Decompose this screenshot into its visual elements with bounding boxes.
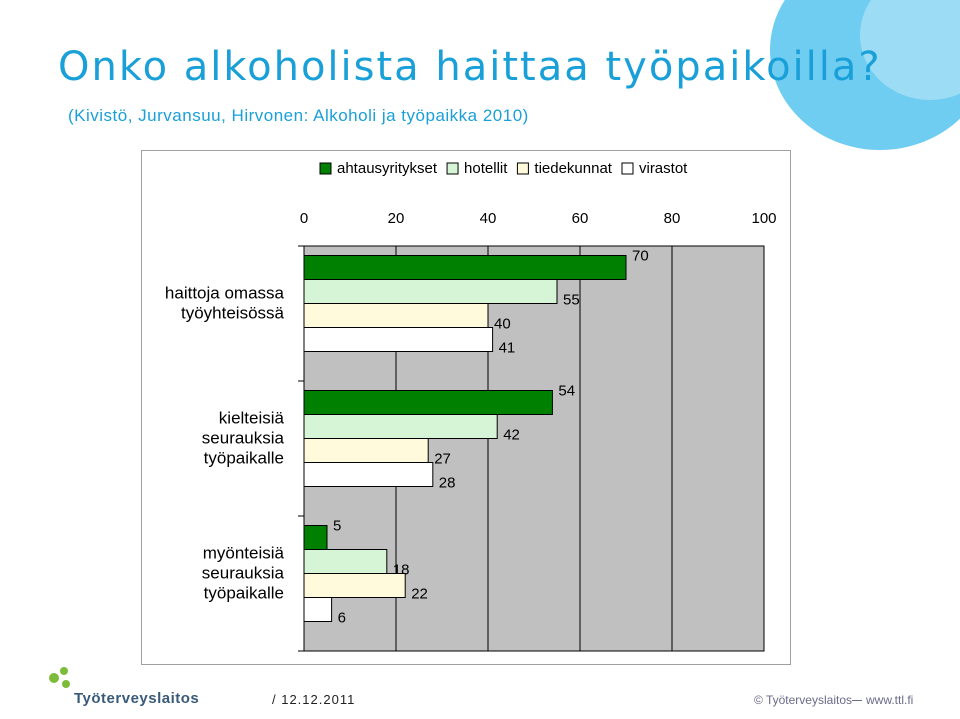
legend-label: virastot bbox=[639, 160, 688, 177]
bar bbox=[303, 438, 429, 463]
bar bbox=[303, 573, 406, 598]
data-label: 55 bbox=[563, 292, 580, 309]
bar bbox=[303, 390, 553, 415]
category-label: myönteisiä bbox=[203, 544, 285, 563]
footer-separator bbox=[852, 700, 862, 701]
legend-swatch bbox=[446, 162, 459, 175]
data-label: 22 bbox=[411, 586, 428, 603]
slide-title: Onko alkoholista haittaa työpaikoilla? bbox=[58, 44, 882, 90]
bar bbox=[303, 327, 494, 352]
category-label: kielteisiä bbox=[219, 409, 285, 428]
category-label: työpaikalle bbox=[204, 449, 284, 468]
data-label: 28 bbox=[439, 475, 456, 492]
bar bbox=[303, 525, 328, 550]
category-label: seurauksia bbox=[202, 564, 285, 583]
category-label: seurauksia bbox=[202, 429, 285, 448]
slide-subtitle: (Kivistö, Jurvansuu, Hirvonen: Alkoholi … bbox=[68, 106, 529, 125]
data-label: 27 bbox=[434, 451, 451, 468]
x-tick-label: 40 bbox=[480, 210, 497, 227]
bar bbox=[303, 549, 388, 574]
legend-swatch bbox=[621, 162, 634, 175]
logo-text: Työterveyslaitos bbox=[74, 690, 200, 707]
data-label: 42 bbox=[503, 427, 520, 444]
x-tick-label: 80 bbox=[664, 210, 681, 227]
legend-label: tiedekunnat bbox=[534, 160, 612, 177]
x-tick-label: 20 bbox=[388, 210, 405, 227]
footer-url: www.ttl.fi bbox=[866, 693, 914, 707]
category-label: työpaikalle bbox=[204, 584, 284, 603]
legend-label: ahtausyritykset bbox=[337, 160, 438, 177]
bar bbox=[303, 303, 489, 328]
bar bbox=[303, 279, 558, 304]
data-label: 6 bbox=[338, 610, 346, 627]
data-label: 70 bbox=[632, 248, 649, 265]
x-tick-label: 60 bbox=[572, 210, 589, 227]
bar bbox=[303, 255, 627, 280]
chart-frame: 0 20 40 60 80 100 ahtausyritykset hotellit tiede… bbox=[141, 150, 791, 665]
data-label: 54 bbox=[558, 383, 575, 400]
bar-chart: 0 20 40 60 80 100 ahtausyritykset hotellit tiede… bbox=[165, 160, 777, 652]
bar bbox=[303, 597, 333, 622]
category-label: haittoja omassa bbox=[165, 284, 285, 303]
footer-copyright: © Työterveyslaitos bbox=[754, 693, 852, 707]
bar bbox=[303, 414, 498, 439]
category-label: työyhteisössä bbox=[181, 304, 285, 323]
legend-swatch bbox=[319, 162, 332, 175]
x-tick-label: 100 bbox=[751, 210, 776, 227]
data-label: 41 bbox=[499, 340, 516, 357]
bar bbox=[303, 462, 434, 487]
legend-label: hotellit bbox=[464, 160, 508, 177]
data-label: 40 bbox=[494, 316, 511, 333]
data-label: 5 bbox=[333, 518, 341, 535]
legend-swatch bbox=[516, 162, 529, 175]
x-tick-label: 0 bbox=[300, 210, 308, 227]
footer-date: / 12.12.2011 bbox=[272, 692, 356, 707]
ttl-logo-icon bbox=[49, 667, 70, 688]
